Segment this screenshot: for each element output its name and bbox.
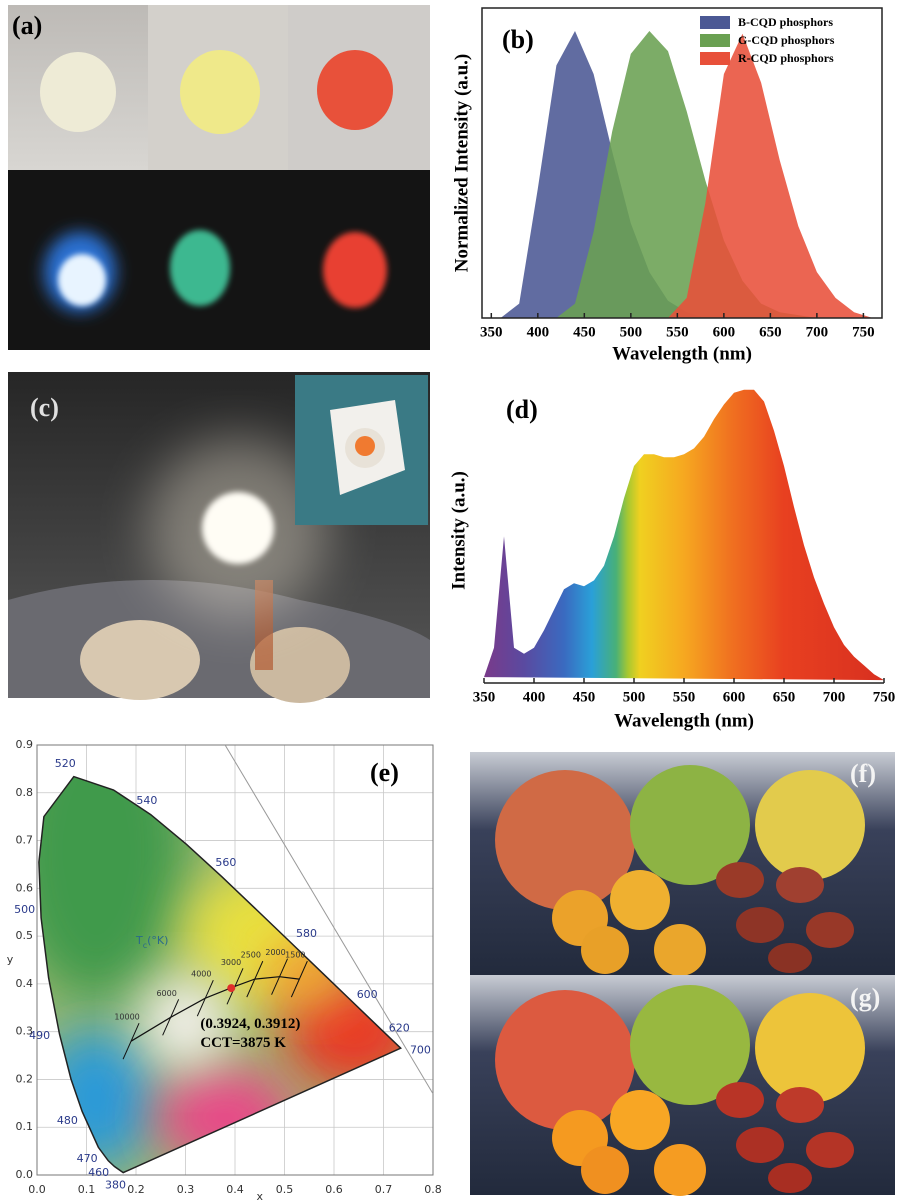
gamut-glow — [36, 1029, 156, 1169]
x-tick-label: 550 — [673, 689, 696, 705]
wavelength-label: 580 — [296, 927, 317, 940]
x-tick-label: 350 — [480, 324, 503, 340]
y-tick-label: 0.5 — [16, 929, 34, 942]
wavelength-label: 380 — [105, 1179, 126, 1192]
legend-swatch — [700, 52, 730, 65]
legend-swatch — [700, 16, 730, 29]
x-axis-label: Wavelength (nm) — [614, 710, 754, 731]
y-axis-label: Intensity (a.u.) — [448, 471, 469, 590]
legend-label: B-CQD phosphors — [738, 15, 833, 29]
y-tick-label: 0.4 — [16, 977, 34, 990]
temperature-label: 6000 — [156, 989, 176, 998]
x-tick-label: 0.5 — [276, 1183, 294, 1196]
photo-c — [8, 372, 430, 703]
x-tick-label: 0.0 — [28, 1183, 46, 1196]
chart: 350 400 450 500 550 600 650 700 750 Wavelength (n… — [448, 390, 895, 732]
gamut-glow — [155, 1068, 295, 1168]
x-tick-label: 600 — [723, 689, 746, 705]
wavelength-label: 700 — [410, 1043, 431, 1056]
annotation: (0.3924, 0.3912) — [200, 1016, 300, 1032]
panel-label: (b) — [502, 25, 534, 54]
wavelength-label: 500 — [14, 903, 35, 916]
legend-label: G-CQD phosphors — [738, 33, 835, 47]
wavelength-label: 480 — [57, 1114, 78, 1127]
x-tick-label: 600 — [713, 324, 736, 340]
wavelength-label: 470 — [77, 1152, 98, 1165]
y-tick-label: 0.8 — [16, 786, 34, 799]
chart: 350 400 450 500 550 600 650 700 750 Wavelength (n… — [451, 8, 882, 364]
photo-f — [470, 752, 895, 976]
y-tick-label: 0.2 — [16, 1072, 34, 1085]
y-axis-label: Normalized Intensity (a.u.) — [451, 54, 472, 272]
wavelength-label: 460 — [88, 1166, 109, 1179]
x-tick-label: 500 — [620, 324, 643, 340]
x-tick-label: 700 — [806, 324, 829, 340]
annotation: CCT=3875 K — [200, 1035, 286, 1051]
x-tick-label: 0.7 — [375, 1183, 393, 1196]
gamut-fill — [6, 700, 433, 1175]
x-tick-label: 0.3 — [177, 1183, 195, 1196]
x-tick-label: 750 — [873, 689, 896, 705]
x-tick-label: 0.2 — [127, 1183, 145, 1196]
x-tick-label: 450 — [573, 689, 596, 705]
wavelength-label: 490 — [29, 1029, 50, 1042]
wavelength-label: 560 — [215, 856, 236, 869]
temperature-label: 2000 — [265, 948, 285, 957]
x-tick-label: 500 — [623, 689, 646, 705]
y-tick-label: 0.7 — [16, 834, 34, 847]
y-axis-label: y — [7, 953, 14, 966]
x-tick-label: 650 — [773, 689, 796, 705]
x-tick-label: 750 — [852, 324, 875, 340]
x-tick-label: 450 — [573, 324, 596, 340]
chromaticity-point — [227, 984, 235, 992]
panel-label: (c) — [30, 393, 59, 422]
wavelength-label: 520 — [55, 757, 76, 770]
panel-label: (d) — [506, 395, 538, 424]
y-tick-label: 0.0 — [16, 1168, 34, 1181]
x-axis-label: x — [256, 1190, 263, 1200]
x-tick-label: 400 — [527, 324, 550, 340]
legend-swatch — [700, 34, 730, 47]
x-tick-label: 350 — [473, 689, 496, 705]
temperature-label: 3000 — [221, 958, 241, 967]
spectrum-area — [484, 390, 884, 680]
x-tick-label: 0.6 — [325, 1183, 343, 1196]
wavelength-label: 620 — [389, 1021, 410, 1034]
wavelength-label: 600 — [357, 988, 378, 1001]
legend-label: R-CQD phosphors — [738, 51, 834, 65]
panel-label: (g) — [850, 983, 880, 1012]
temperature-label: 4000 — [191, 970, 211, 979]
photo-g — [470, 975, 895, 1196]
temperature-label: 10000 — [114, 1013, 139, 1022]
x-axis-label: Wavelength (nm) — [612, 343, 752, 364]
x-tick-label: 0.8 — [424, 1183, 442, 1196]
temperature-label: 2500 — [241, 951, 261, 960]
x-tick-label: 0.4 — [226, 1183, 244, 1196]
photo-a — [8, 5, 430, 350]
x-tick-label: 550 — [666, 324, 689, 340]
wavelength-label: 540 — [136, 794, 157, 807]
y-tick-label: 0.1 — [16, 1120, 34, 1133]
x-tick-label: 650 — [759, 324, 782, 340]
temperature-label: 1500 — [285, 951, 305, 960]
panel-label: (f) — [850, 759, 876, 788]
x-tick-label: 0.1 — [78, 1183, 96, 1196]
y-tick-label: 0.9 — [16, 738, 34, 751]
figure: 350 400 450 500 550 600 650 700 750 Wavelength (n… — [0, 0, 902, 1200]
y-tick-label: 0.6 — [16, 881, 34, 894]
x-tick-label: 700 — [823, 689, 846, 705]
panel-label: (e) — [370, 758, 399, 787]
x-tick-label: 400 — [523, 689, 546, 705]
panel-label: (a) — [12, 11, 42, 40]
tc-label-part: (°K) — [147, 934, 168, 947]
